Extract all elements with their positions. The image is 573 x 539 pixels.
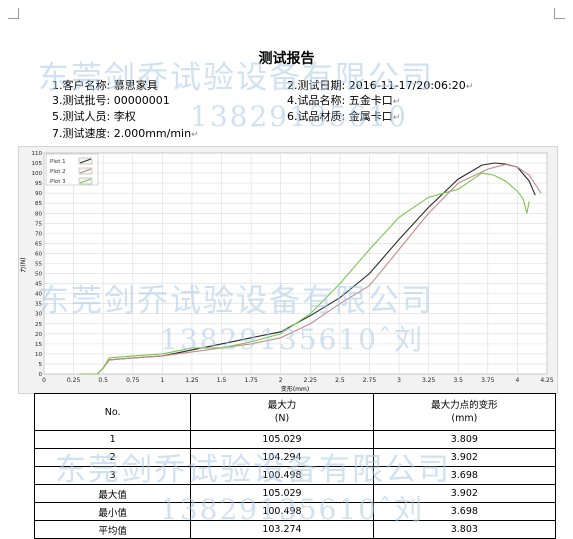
series-line-2 bbox=[79, 163, 542, 375]
x-tick-label: 3.75 bbox=[481, 377, 495, 384]
y-tick-label: 50 bbox=[35, 272, 42, 278]
legend-swatch-line bbox=[79, 158, 92, 164]
legend-label: Plot 1 bbox=[50, 159, 66, 165]
y-tick-label: 10 bbox=[35, 352, 42, 358]
table-row: 平均值 103.274 3.803 bbox=[33, 520, 557, 539]
field-customer: 1.客户名称: 慕思家具 bbox=[52, 79, 158, 92]
table-row: 最大值 105.029 3.902 bbox=[33, 484, 557, 503]
field-batch: 3.测试批号: 00000001 bbox=[52, 94, 170, 107]
legend-label: Plot 3 bbox=[50, 179, 66, 185]
x-tick-label: 2 bbox=[279, 377, 283, 384]
y-tick-label: 75 bbox=[35, 221, 42, 227]
y-tick-label: 100 bbox=[32, 171, 43, 177]
y-axis-label: 力(N) bbox=[19, 257, 27, 272]
table-header-row: No. 最大力 (N) 最大力点的变形 (mm) bbox=[33, 393, 557, 431]
field-material: 6.试品材质: 金属卡口↵ bbox=[287, 110, 401, 123]
table-row: 3 100.498 3.698 bbox=[33, 466, 557, 485]
header-max-force: 最大力 (N) bbox=[190, 393, 374, 431]
force-deformation-chart: 0 0.25 0.5 0.75 1 1.25 1.5 1.75 2 2.25 2.5 2.75 3 3.2… bbox=[18, 146, 558, 394]
y-tick-label: 35 bbox=[35, 302, 42, 308]
y-tick-label: 30 bbox=[35, 312, 42, 318]
y-tick-label: 80 bbox=[35, 211, 42, 217]
legend-swatch-line bbox=[79, 168, 92, 174]
header-no: No. bbox=[33, 393, 192, 431]
legend-swatch-line bbox=[79, 178, 92, 184]
y-tick-label: 95 bbox=[35, 181, 42, 187]
x-tick-label: 3.5 bbox=[453, 377, 463, 384]
y-tick-label: 20 bbox=[35, 332, 42, 338]
y-tick-label: 105 bbox=[32, 161, 43, 167]
x-tick-label: 1.25 bbox=[185, 377, 199, 384]
table-row: 1 105.029 3.809 bbox=[33, 430, 557, 449]
report-title: 测试报告 bbox=[258, 51, 315, 67]
x-tick-label: 1 bbox=[160, 377, 164, 384]
x-tick-label: 0 bbox=[42, 377, 46, 384]
field-test-date: 2.测试日期: 2016-11-17/20:06:20↵ bbox=[287, 79, 474, 92]
legend-label: Plot 2 bbox=[50, 169, 66, 175]
header-deformation: 最大力点的变形 (mm) bbox=[372, 393, 557, 431]
x-tick-label: 2.25 bbox=[304, 377, 318, 384]
series-line-3 bbox=[79, 172, 530, 375]
x-tick-label: 0.75 bbox=[126, 377, 140, 384]
table-row: 最小值 100.498 3.698 bbox=[33, 502, 557, 521]
y-tick-label: 25 bbox=[35, 322, 42, 328]
x-tick-label: 4 bbox=[515, 377, 519, 384]
x-tick-label: 0.25 bbox=[67, 377, 81, 384]
y-tick-label: 5 bbox=[39, 362, 43, 368]
x-tick-label: 2.5 bbox=[335, 377, 345, 384]
y-tick-label: 90 bbox=[35, 191, 42, 197]
crop-mark-top-left bbox=[8, 8, 19, 19]
y-tick-label: 0 bbox=[39, 372, 43, 378]
y-tick-label: 70 bbox=[35, 231, 42, 237]
line-mark: ↵ bbox=[191, 130, 199, 140]
x-tick-label: 3 bbox=[397, 377, 401, 384]
x-tick-label: 3.25 bbox=[422, 377, 436, 384]
line-mark: ↵ bbox=[465, 82, 474, 92]
y-tick-label: 110 bbox=[32, 151, 43, 157]
field-operator: 5.测试人员: 李权 bbox=[52, 110, 136, 123]
y-tick-label: 40 bbox=[35, 292, 42, 298]
y-tick-label: 15 bbox=[35, 342, 42, 348]
y-tick-label: 45 bbox=[35, 282, 42, 288]
y-tick-label: 60 bbox=[35, 251, 42, 257]
x-tick-label: 1.5 bbox=[217, 377, 227, 384]
chart-canvas: 0 0.25 0.5 0.75 1 1.25 1.5 1.75 2 2.25 2.5 2.75 3 3.2… bbox=[19, 151, 554, 393]
x-tick-label: 1.75 bbox=[244, 377, 258, 384]
y-tick-label: 55 bbox=[35, 262, 42, 268]
line-mark: ↵ bbox=[392, 113, 401, 123]
field-sample-name: 4.试品名称: 五金卡口↵ bbox=[287, 94, 401, 107]
x-axis-label: 变形(mm) bbox=[281, 385, 309, 393]
results-table: No. 最大力 (N) 最大力点的变形 (mm) 1 105.029 3.809 2… bbox=[33, 393, 557, 539]
line-mark: ↵ bbox=[392, 97, 401, 107]
x-tick-label: 2.75 bbox=[363, 377, 377, 384]
x-tick-label: 0.5 bbox=[98, 377, 108, 384]
x-tick-label: 4.25 bbox=[540, 377, 554, 384]
y-tick-label: 85 bbox=[35, 201, 42, 207]
field-speed: 7.测试速度: 2.000mm/min↵ bbox=[52, 127, 199, 140]
table-row: 2 104.294 3.902 bbox=[33, 448, 557, 467]
y-tick-label: 65 bbox=[35, 241, 42, 247]
crop-mark-top-right bbox=[554, 8, 565, 19]
